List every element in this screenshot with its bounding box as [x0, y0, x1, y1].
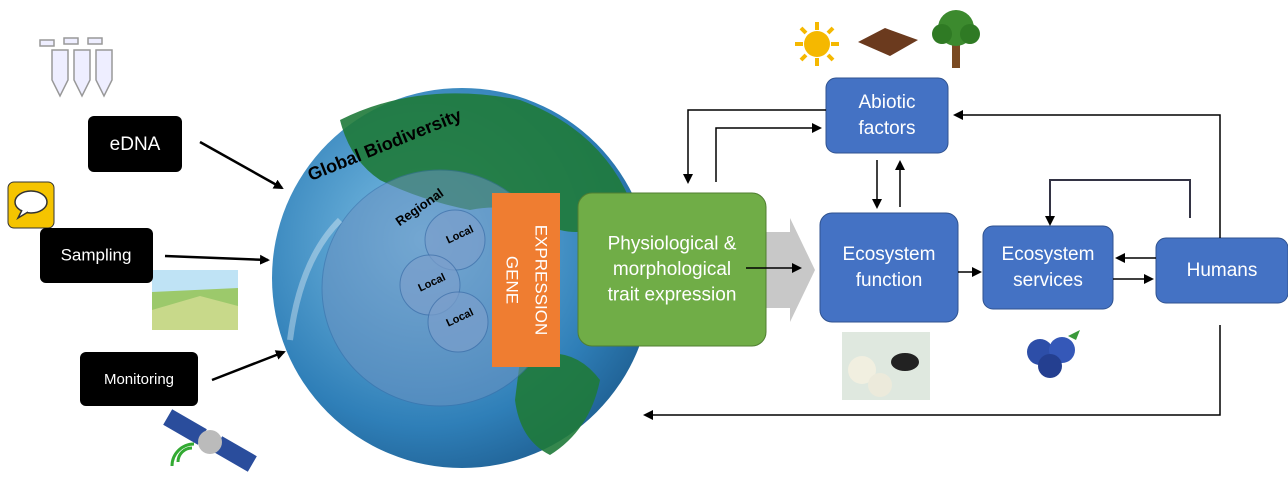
blueberries-icon: [1027, 330, 1080, 378]
field-icon: [152, 270, 238, 330]
arrows: [165, 142, 284, 380]
speech-icon: [8, 182, 54, 228]
source-label: eDNA: [110, 134, 161, 155]
abiotic-box: [826, 78, 948, 153]
box-label-line: morphological: [613, 259, 731, 280]
gene-label: EXPRESSION: [532, 225, 551, 336]
tree-icon: [932, 10, 980, 68]
box-label: Physiological & morphological trait expres…: [608, 233, 737, 305]
box-label-line: trait expression: [608, 285, 737, 306]
bee-photo: [842, 332, 930, 400]
source-label: Sampling: [61, 245, 132, 264]
box-label-line: services: [1013, 270, 1083, 291]
satellite-icon: [163, 409, 257, 472]
box-label: Humans: [1187, 260, 1258, 281]
soil-icon: [858, 28, 918, 56]
tubes-icon: [40, 38, 112, 96]
box-label-line: Abiotic: [858, 92, 915, 113]
function-box: [820, 213, 958, 322]
gene-label: GENE: [503, 256, 522, 304]
sun-icon: [795, 22, 839, 66]
box-label-line: factors: [858, 118, 915, 139]
services-box: [983, 226, 1113, 309]
box-label-line: Ecosystem: [843, 244, 936, 265]
box-label-line: function: [856, 270, 923, 291]
box-label-line: Humans: [1187, 260, 1258, 281]
big-arrow: [766, 218, 815, 322]
diagram: eDNA Sampling Monitoring Global Biodiver…: [0, 0, 1288, 483]
source-label: Monitoring: [104, 371, 174, 388]
box-label-line: Ecosystem: [1002, 244, 1095, 265]
box-label-line: Physiological &: [608, 233, 737, 254]
